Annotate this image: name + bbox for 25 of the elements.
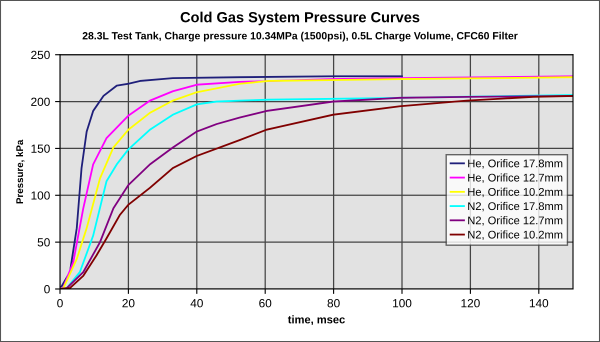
y-tick-label: 0 <box>44 285 50 294</box>
legend-label: He, Orifice 17.8mm <box>468 159 562 169</box>
x-tick-label: 60 <box>259 299 272 308</box>
x-tick-label: 80 <box>328 299 340 308</box>
x-tick-label: 140 <box>530 299 548 308</box>
y-axis-title: Pressure, kPa <box>16 140 25 204</box>
legend-label: He, Orifice 10.2mm <box>468 188 562 198</box>
y-tick-label: 250 <box>31 50 50 60</box>
x-tick-label: 20 <box>122 299 135 308</box>
x-axis-title: time, msec <box>288 315 345 326</box>
legend-label: He, Orifice 12.7mm <box>468 173 562 183</box>
chart-subtitle: 28.3L Test Tank, Charge pressure 10.34MPa (1500psi), 0.5L Charge Volume, CFC60 Filter <box>82 32 518 42</box>
x-tick-label: 40 <box>190 299 203 308</box>
y-tick-label: 50 <box>38 238 50 247</box>
y-tick-label: 100 <box>31 191 50 200</box>
chart-title: Cold Gas System Pressure Curves <box>180 12 420 26</box>
line-series <box>60 75 403 289</box>
x-tick-label: 100 <box>393 299 412 308</box>
legend-label: N2, Orifice 12.7mm <box>468 216 562 226</box>
x-tick-label: 120 <box>461 299 480 308</box>
legend-label: N2, Orifice 10.2mm <box>468 230 562 240</box>
x-tick-label: 0 <box>57 299 63 308</box>
legend-label: N2, Orifice 17.8mm <box>468 202 562 212</box>
y-tick-label: 200 <box>31 98 50 106</box>
y-tick-label: 150 <box>31 144 50 153</box>
